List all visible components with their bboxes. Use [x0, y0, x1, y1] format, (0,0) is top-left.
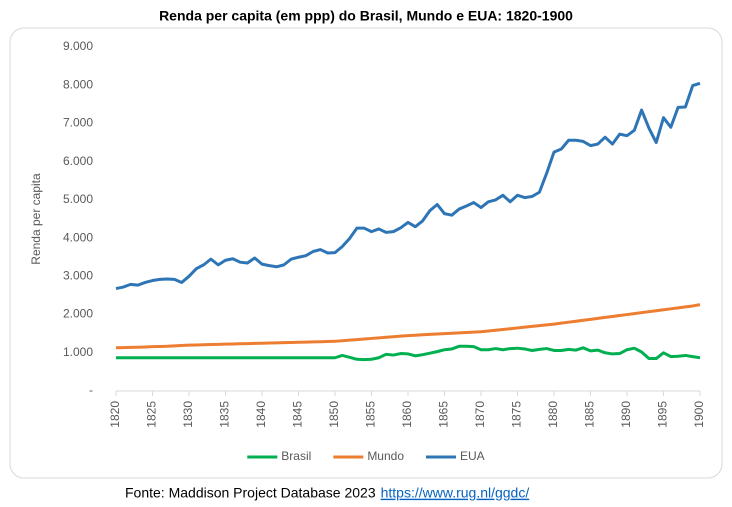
x-tick-label: 1820: [108, 401, 122, 428]
legend-label: EUA: [460, 449, 485, 463]
y-axis-label: Renda per capita: [29, 173, 43, 265]
x-tick-label: 1825: [145, 401, 159, 428]
y-tick-label: 9.000: [63, 39, 93, 53]
y-tick-label: 8.000: [63, 77, 93, 91]
x-tick-label: 1835: [218, 401, 232, 428]
source-link[interactable]: https://www.rug.nl/ggdc/: [381, 485, 530, 501]
x-tick-label: 1845: [291, 401, 305, 428]
line-series: [115, 303, 701, 350]
legend: Brasil Mundo EUA: [247, 449, 485, 463]
legend-label: Brasil: [281, 449, 311, 463]
y-tick-label: -: [89, 383, 93, 397]
source-note: Fonte: Maddison Project Database 2023: [125, 485, 376, 501]
y-tick-label: 3.000: [63, 269, 93, 283]
y-tick-label: 2.000: [63, 307, 93, 321]
y-tick-label: 6.000: [63, 154, 93, 168]
x-tick-label: 1865: [437, 401, 451, 428]
x-tick-label: 1870: [473, 401, 487, 428]
y-tick-label: 4.000: [63, 230, 93, 244]
x-tick-label: 1855: [364, 401, 378, 428]
x-tick-label: 1840: [254, 401, 268, 428]
x-tick-label: 1880: [546, 401, 560, 428]
chart-title: Renda per capita (em ppp) do Brasil, Mun…: [159, 8, 573, 24]
x-tick-label: 1890: [619, 401, 633, 428]
y-tick-label: 5.000: [63, 192, 93, 206]
x-tick-label: 1830: [181, 401, 195, 428]
x-tick-label: 1850: [327, 401, 341, 428]
legend-label: Mundo: [367, 449, 404, 463]
x-tick-label: 1885: [583, 401, 597, 428]
line-series: [116, 344, 701, 362]
x-tick-label: 1900: [692, 401, 706, 428]
line-series: [115, 81, 701, 291]
x-tick-label: 1875: [510, 401, 524, 428]
y-tick-label: 7.000: [63, 116, 93, 130]
y-tick-label: 1.000: [63, 345, 93, 359]
chart-frame: [9, 27, 723, 479]
x-tick-label: 1860: [400, 401, 414, 428]
x-tick-label: 1895: [656, 401, 670, 428]
